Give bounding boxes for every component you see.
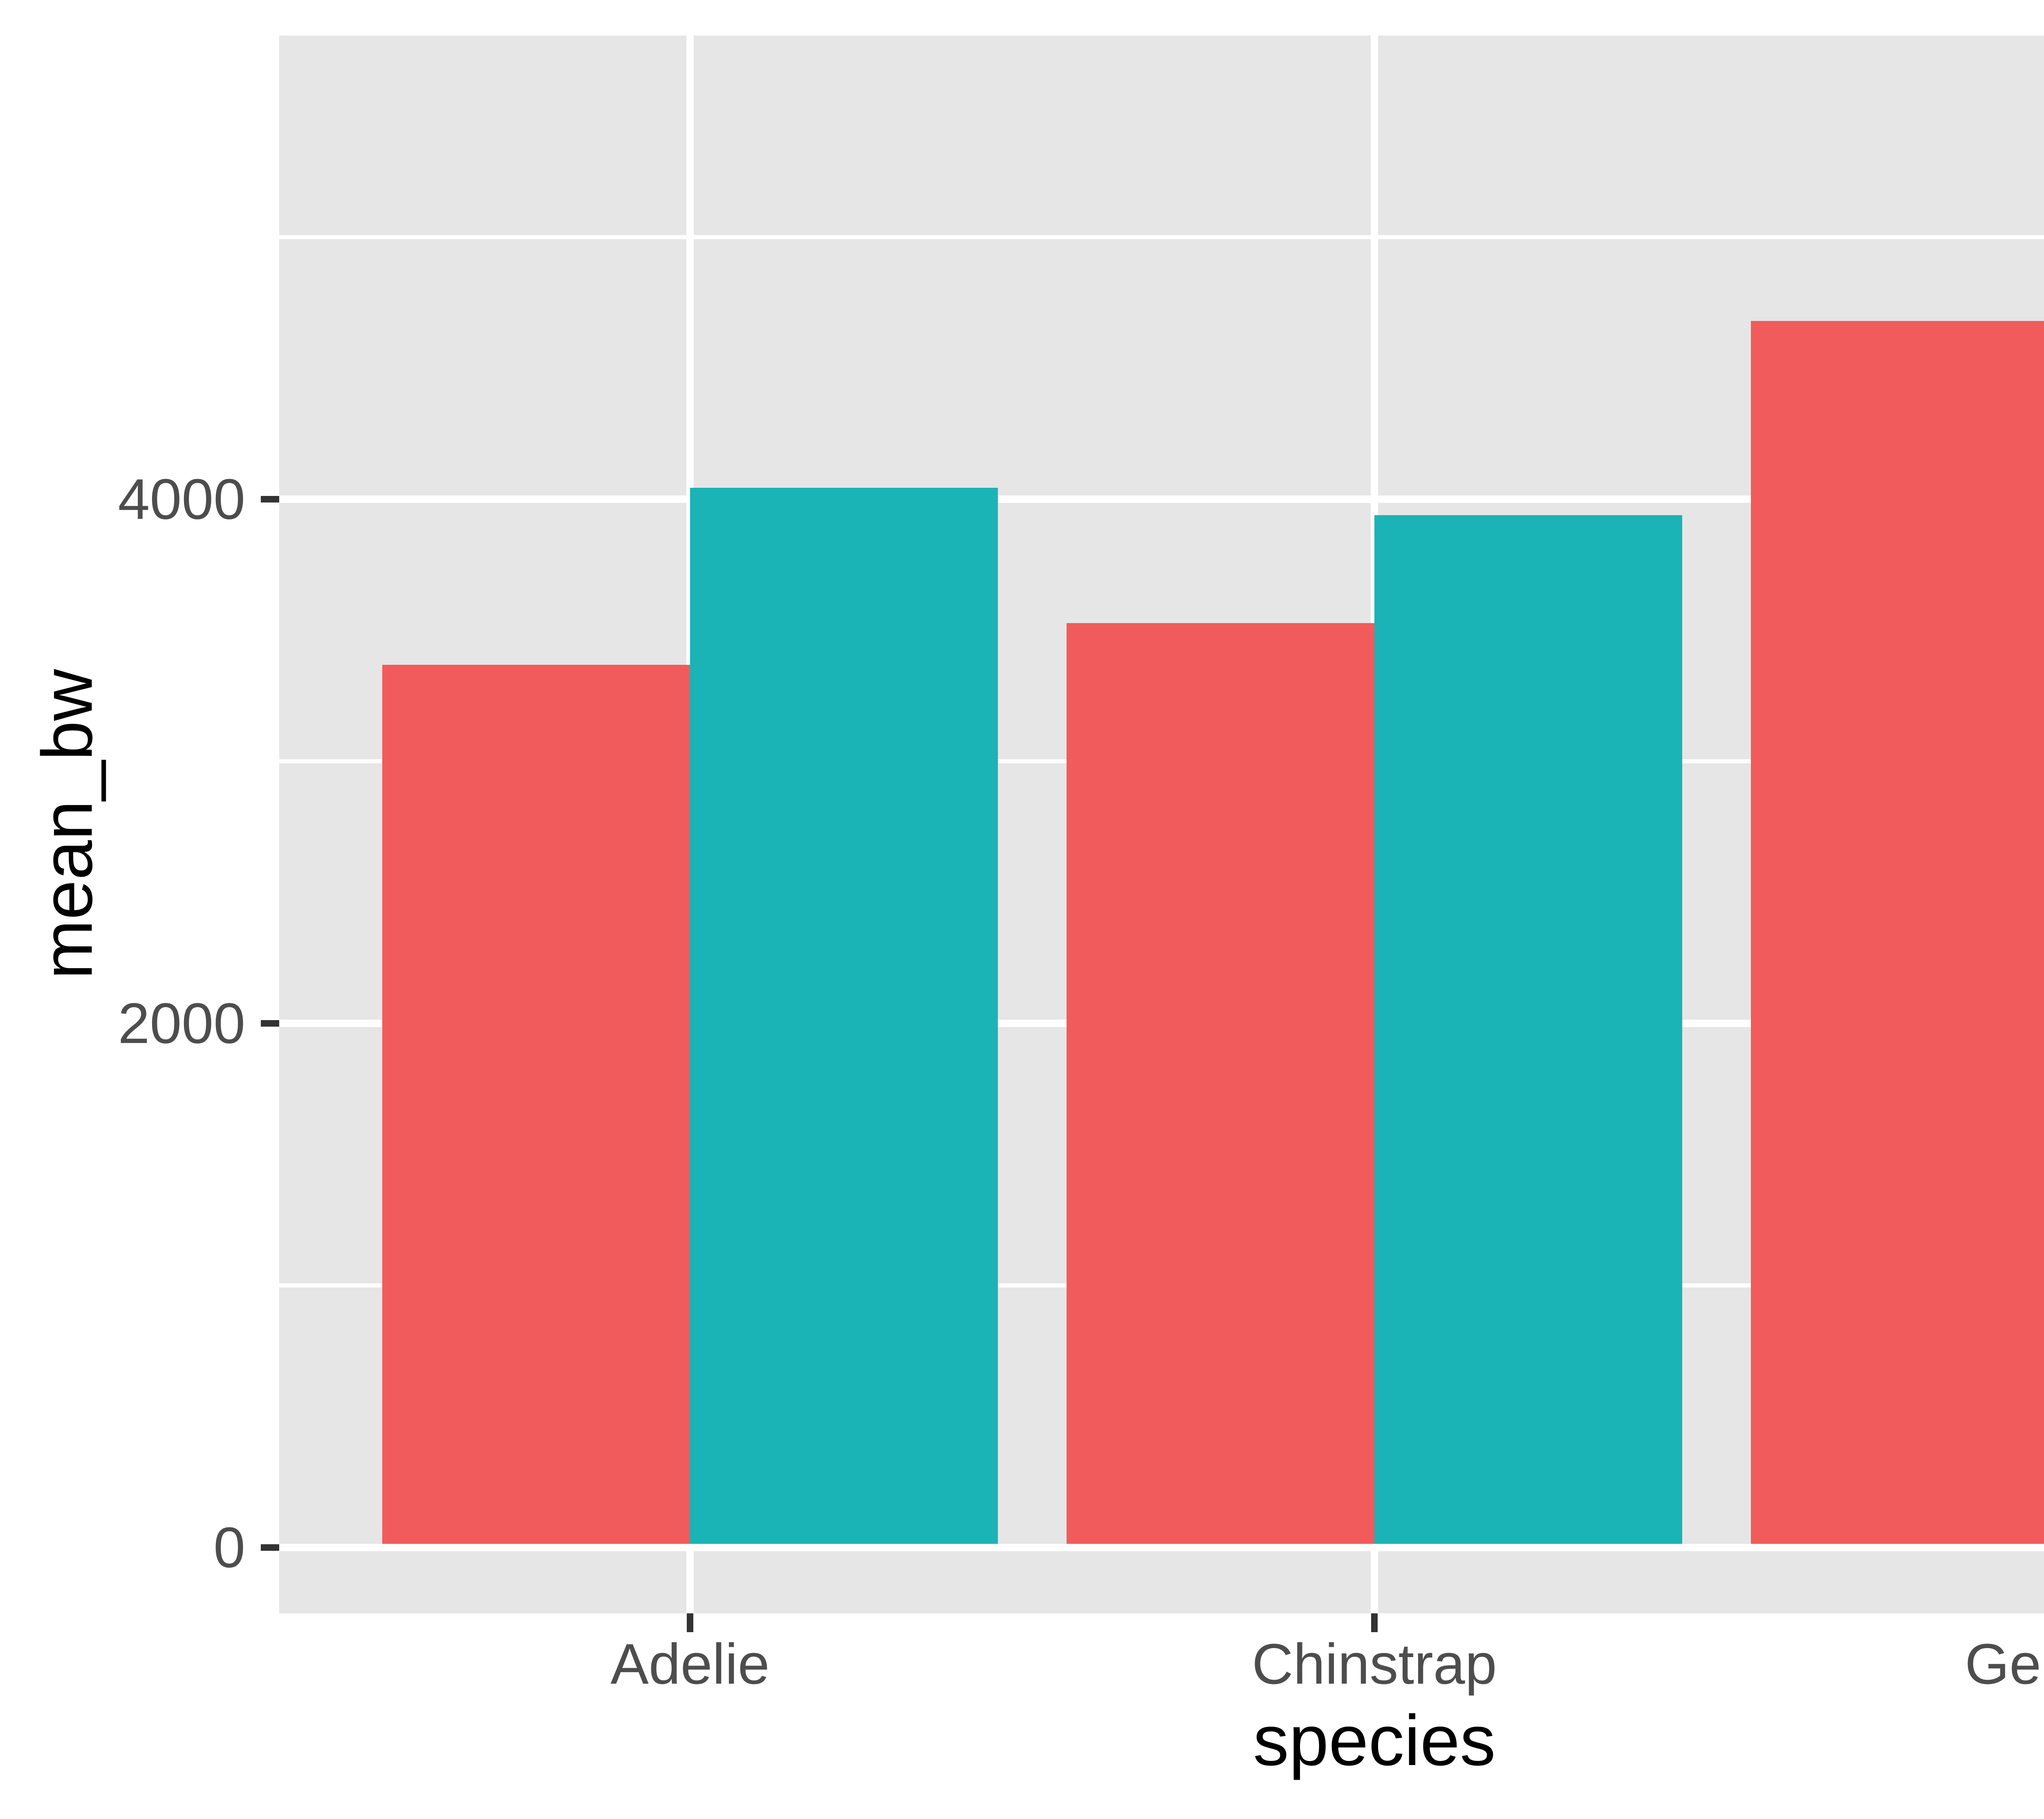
bar-adelie-male [690, 488, 998, 1544]
x-tick-mark-chinstrap [1371, 1613, 1378, 1632]
bar-gentoo-female [1751, 321, 2044, 1544]
x-tick-label-gentoo: Gentoo [1965, 1632, 2044, 1696]
x-tick-mark-adelie [687, 1613, 693, 1632]
y-minor-gridline-5000 [279, 235, 2044, 239]
y-axis-title: mean_bw [27, 669, 108, 980]
plot-panel [279, 36, 2044, 1613]
y-tick-label-4000: 4000 [118, 467, 245, 531]
x-axis-title: species [1253, 1701, 1496, 1781]
y-major-gridline-0 [279, 1544, 2044, 1551]
y-tick-label-0: 0 [213, 1515, 245, 1579]
bar-chinstrap-female [1067, 623, 1374, 1544]
y-tick-mark-2000 [261, 1020, 279, 1027]
y-tick-mark-4000 [261, 496, 279, 502]
y-tick-mark-0 [261, 1544, 279, 1551]
x-tick-label-adelie: Adelie [610, 1632, 770, 1696]
bar-adelie-female [382, 664, 690, 1544]
bar-chinstrap-male [1374, 515, 1682, 1544]
x-tick-label-chinstrap: Chinstrap [1252, 1632, 1497, 1696]
y-tick-label-2000: 2000 [118, 991, 245, 1055]
